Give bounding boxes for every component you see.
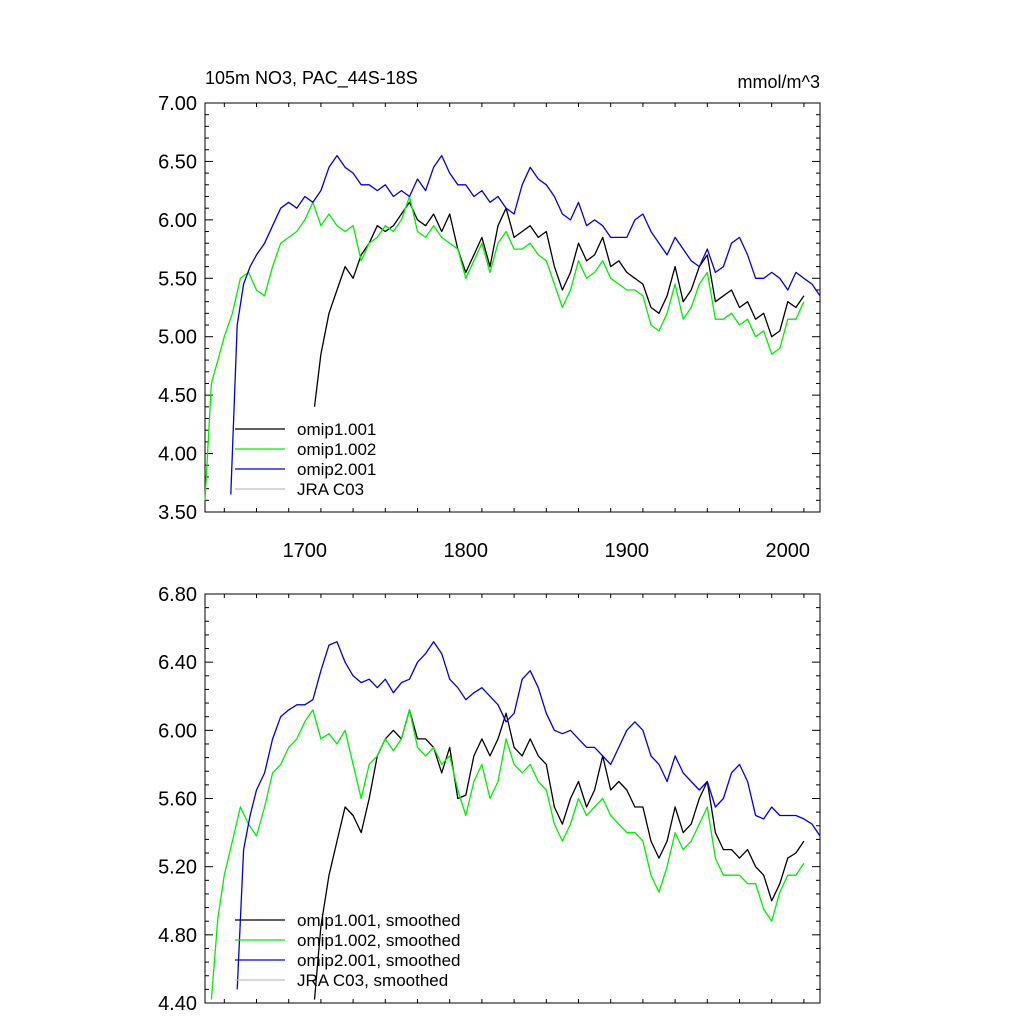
y-tick-label: 4.50 <box>158 385 197 407</box>
legend-label: JRA C03 <box>297 480 364 499</box>
plot-frame <box>204 102 821 513</box>
x-tick-label: 2000 <box>766 540 811 562</box>
x-tick-label: 1800 <box>444 540 489 562</box>
chart-panel-2: 4.40 4.80 5.20 5.60 6.00 6.40 6.80 omip1.001, s… <box>158 584 821 1015</box>
y-tick-label: 6.40 <box>158 652 197 674</box>
series-line-omip1-002 <box>204 195 805 501</box>
y-tick-label: 4.00 <box>158 444 197 466</box>
legend-label: omip1.001 <box>297 420 376 439</box>
legend-label: omip1.001, smoothed <box>297 911 461 930</box>
legend-label: omip1.002, smoothed <box>297 931 461 950</box>
y-tick-label: 6.00 <box>158 210 197 232</box>
y-tick-label: 4.80 <box>158 925 197 947</box>
y-tick-label: 7.00 <box>158 93 197 115</box>
y-tick-label: 4.40 <box>158 993 197 1015</box>
series-line-omip2-001-smoothed <box>236 641 821 990</box>
y-tick-label: 5.00 <box>158 327 197 349</box>
chart-title: 105m NO3, PAC_44S-18S <box>205 68 418 89</box>
y-tick-label: 5.60 <box>158 789 197 811</box>
legend-label: JRA C03, smoothed <box>297 971 448 990</box>
series-line-omip1-001 <box>313 201 805 407</box>
y-tick-label: 5.20 <box>158 857 197 879</box>
y-tick-label: 3.50 <box>158 502 197 524</box>
y-tick-label: 6.50 <box>158 151 197 173</box>
chart-panel-1: 3.50 4.00 4.50 5.00 5.50 6.00 6.50 7.00 1700 1800… <box>158 68 821 562</box>
y-tick-label: 6.80 <box>158 584 197 606</box>
x-tick-label: 1900 <box>605 540 650 562</box>
legend-label: omip2.001 <box>297 460 376 479</box>
series-line-omip2-001 <box>230 154 821 495</box>
x-tick-label: 1700 <box>283 540 328 562</box>
y-tick-label: 6.00 <box>158 720 197 742</box>
y-tick-label: 5.50 <box>158 268 197 290</box>
legend-label: omip2.001, smoothed <box>297 951 461 970</box>
series-line-omip1-002-smoothed <box>210 709 805 1000</box>
chart-units: mmol/m^3 <box>738 72 820 92</box>
legend-label: omip1.002 <box>297 440 376 459</box>
series-line-omip1-001-smoothed <box>313 709 805 1000</box>
